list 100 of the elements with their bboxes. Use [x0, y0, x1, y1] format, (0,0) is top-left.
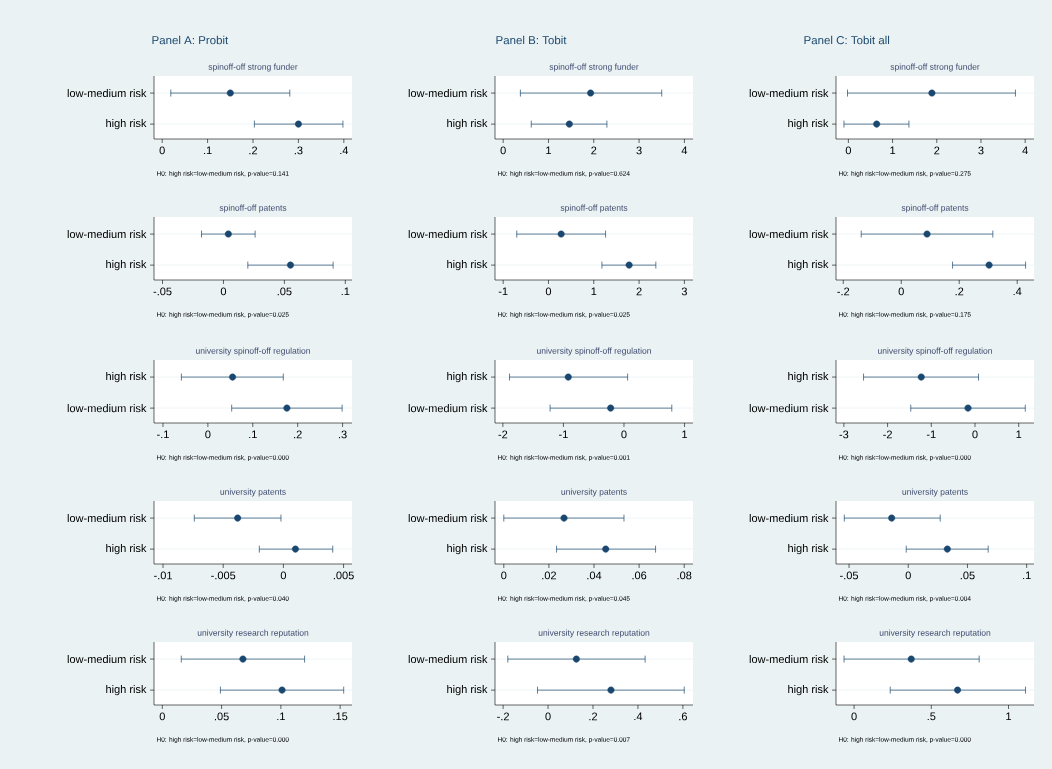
x-tick-label: -2 — [883, 430, 892, 439]
x-tick-label: .6 — [679, 712, 687, 721]
y-tick-label: high risk — [447, 684, 488, 696]
y-tick-label: high risk — [788, 259, 829, 271]
y-tick-label: high risk — [447, 118, 488, 130]
x-tick-label: .3 — [294, 146, 303, 155]
x-tick-label: 0 — [845, 146, 851, 155]
y-tick-label: low-medium risk — [67, 514, 147, 523]
chart-title: spinoff-off patents — [560, 204, 628, 213]
x-tick-label: .2 — [589, 712, 598, 721]
x-tick-label: -.2 — [497, 712, 509, 721]
x-tick-label: .05 — [277, 287, 292, 296]
chart-subtitle: spinoff-off strong funder — [549, 63, 639, 72]
x-tick-label: 0 — [220, 287, 227, 296]
x-tick-label: -.05 — [840, 571, 859, 580]
y-tick-label: high risk — [447, 259, 488, 271]
x-tick-label: .08 — [677, 571, 692, 580]
x-tick-label: 0 — [280, 571, 287, 580]
y-tick-label: low-medium risk — [408, 89, 488, 98]
x-tick-label: .06 — [632, 571, 647, 580]
x-tick-label: 1 — [682, 430, 688, 439]
x-tick-label: .05 — [214, 712, 229, 721]
x-tick-label: .1 — [277, 712, 285, 721]
x-tick-label: 0 — [159, 146, 165, 155]
chart-title: Panel A: Probit — [152, 35, 229, 45]
x-tick-label: -.005 — [211, 571, 236, 580]
x-tick-label: .4 — [1013, 287, 1022, 296]
x-tick-label: .15 — [333, 712, 348, 721]
chart-title: university research reputation — [879, 629, 991, 638]
chart-title: spinoff-off patents — [901, 204, 969, 213]
x-tick-label: 0 — [621, 430, 627, 439]
chart-title: Panel C: Tobit all — [804, 35, 890, 45]
x-tick-label: 0 — [545, 712, 551, 721]
x-tick-label: 1 — [890, 146, 896, 155]
x-tick-label: .4 — [340, 146, 349, 155]
chart-title: university spinoff-off regulation — [537, 347, 651, 356]
x-tick-label: .2 — [955, 287, 964, 296]
x-tick-label: 0 — [898, 287, 904, 296]
y-tick-label: high risk — [447, 371, 488, 383]
x-tick-label: .4 — [634, 712, 643, 721]
chart-title: university spinoff-off regulation — [878, 347, 992, 356]
x-tick-label: -3 — [839, 430, 849, 439]
y-tick-label: high risk — [106, 259, 147, 271]
x-tick-label: 2 — [591, 146, 597, 155]
y-tick-label: low-medium risk — [408, 404, 488, 413]
y-tick-label: low-medium risk — [67, 404, 147, 413]
y-tick-label: high risk — [106, 118, 147, 130]
x-tick-label: -1 — [926, 430, 936, 439]
x-tick-label: .04 — [587, 571, 602, 580]
x-tick-label: .3 — [338, 430, 347, 439]
y-tick-label: high risk — [788, 118, 829, 130]
x-tick-label: .005 — [333, 571, 354, 580]
y-tick-label: low-medium risk — [749, 514, 829, 523]
chart-title: university research reputation — [538, 629, 650, 638]
x-tick-label: 0 — [851, 712, 857, 721]
y-tick-label: high risk — [788, 543, 829, 555]
x-tick-label: 0 — [905, 571, 911, 580]
y-tick-label: high risk — [788, 371, 829, 383]
y-tick-label: high risk — [788, 684, 829, 696]
x-tick-label: 2 — [934, 146, 940, 155]
y-tick-label: low-medium risk — [67, 89, 147, 98]
x-tick-label: .2 — [294, 430, 302, 439]
y-tick-label: low-medium risk — [67, 230, 147, 239]
x-tick-label: 1 — [591, 287, 597, 296]
chart-title: university patents — [220, 488, 286, 497]
x-tick-label: .1 — [1023, 571, 1031, 580]
x-tick-label: 0 — [500, 146, 506, 155]
x-tick-label: -1 — [498, 287, 508, 296]
x-tick-label: 0 — [205, 430, 211, 439]
x-tick-label: 3 — [636, 146, 642, 155]
x-tick-label: .5 — [927, 712, 936, 721]
x-tick-label: 3 — [978, 146, 984, 155]
x-tick-label: .2 — [249, 146, 258, 155]
x-tick-label: 1 — [1006, 712, 1012, 721]
x-tick-label: 0 — [972, 430, 978, 439]
x-tick-label: .1 — [204, 146, 212, 155]
chart-title: university spinoff-off regulation — [196, 347, 310, 356]
chart-title: university research reputation — [197, 629, 309, 638]
x-tick-label: -2 — [498, 430, 508, 439]
x-tick-label: -.01 — [154, 571, 172, 580]
y-tick-label: high risk — [106, 371, 147, 383]
y-tick-label: low-medium risk — [408, 514, 488, 523]
y-tick-label: low-medium risk — [408, 655, 488, 664]
chart-title: Panel B: Tobit — [496, 35, 567, 45]
x-tick-label: .05 — [960, 571, 975, 580]
x-tick-label: .02 — [542, 571, 556, 580]
x-tick-label: 0 — [159, 712, 165, 721]
x-tick-label: 4 — [1022, 146, 1028, 155]
x-tick-label: 3 — [681, 287, 687, 296]
x-tick-label: -1 — [559, 430, 568, 439]
x-tick-label: 0 — [501, 571, 507, 580]
x-tick-label: 1 — [1016, 430, 1022, 439]
y-tick-label: high risk — [106, 543, 147, 555]
x-tick-label: 0 — [545, 287, 552, 296]
y-tick-label: low-medium risk — [749, 655, 829, 664]
y-tick-label: low-medium risk — [408, 230, 488, 239]
x-tick-label: .1 — [249, 430, 257, 439]
chart-title: spinoff-off patents — [219, 204, 287, 213]
y-tick-label: low-medium risk — [749, 404, 829, 413]
x-tick-label: 4 — [681, 146, 688, 155]
